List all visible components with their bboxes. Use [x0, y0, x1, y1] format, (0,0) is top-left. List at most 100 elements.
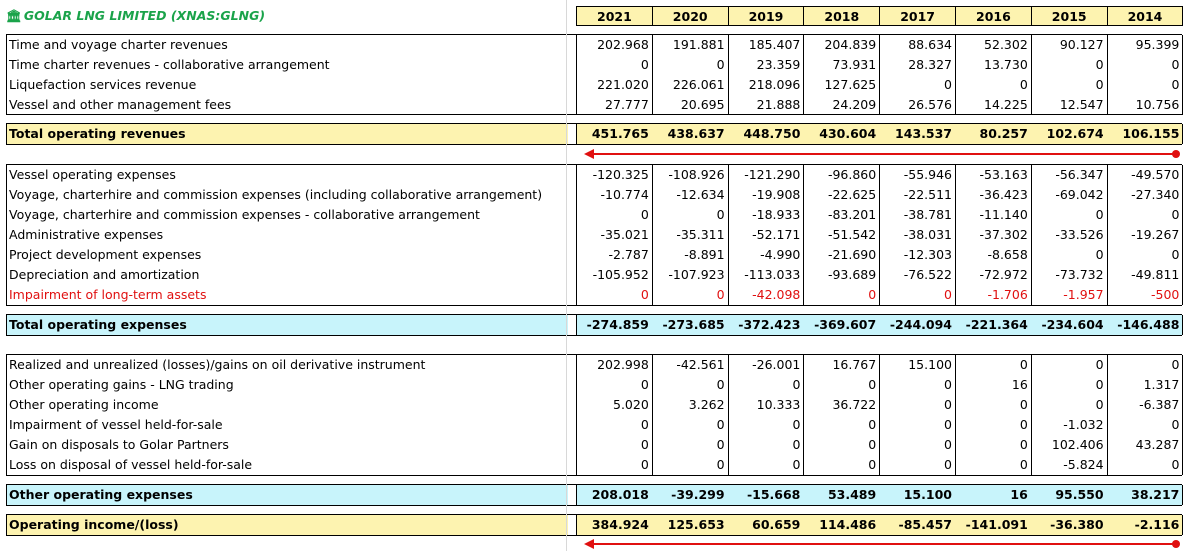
value-cell[interactable]: -2.116 [1106, 515, 1184, 535]
value-cell[interactable]: 114.486 [803, 515, 881, 535]
value-cell[interactable]: -234.604 [1030, 315, 1108, 335]
value-cell[interactable]: 20.695 [652, 95, 729, 115]
value-cell[interactable]: 0 [803, 375, 881, 395]
value-cell[interactable]: 15.100 [879, 485, 956, 505]
value-cell[interactable]: 5.020 [576, 395, 653, 415]
value-cell[interactable]: 0 [652, 55, 729, 75]
value-cell[interactable]: -36.380 [1030, 515, 1108, 535]
value-cell[interactable]: 204.839 [803, 35, 881, 55]
value-cell[interactable]: -15.668 [727, 485, 805, 505]
value-cell[interactable]: -96.860 [803, 165, 881, 185]
value-cell[interactable]: 0 [1031, 55, 1108, 75]
value-cell[interactable]: 451.765 [576, 124, 653, 144]
value-cell[interactable]: 226.061 [652, 75, 729, 95]
value-cell[interactable]: -6.387 [1107, 395, 1184, 415]
value-cell[interactable]: -52.171 [728, 225, 805, 245]
value-cell[interactable]: 0 [576, 285, 653, 305]
row-label[interactable]: Time and voyage charter revenues [6, 35, 568, 55]
row-label[interactable]: Realized and unrealized (losses)/gains o… [6, 355, 568, 375]
value-cell[interactable]: -69.042 [1031, 185, 1108, 205]
value-cell[interactable]: -85.457 [879, 515, 956, 535]
row-label[interactable]: Administrative expenses [6, 225, 568, 245]
value-cell[interactable]: -21.690 [803, 245, 881, 265]
value-cell[interactable]: -2.787 [576, 245, 653, 265]
value-cell[interactable]: -146.488 [1106, 315, 1184, 335]
value-cell[interactable]: 0 [955, 75, 1032, 95]
value-cell[interactable]: -141.091 [955, 515, 1032, 535]
value-cell[interactable]: 0 [803, 455, 881, 475]
value-cell[interactable]: 13.730 [955, 55, 1032, 75]
row-label[interactable]: Time charter revenues - collaborative ar… [6, 55, 568, 75]
row-label[interactable]: Project development expenses [6, 245, 568, 265]
value-cell[interactable]: 53.489 [803, 485, 881, 505]
row-label[interactable]: Depreciation and amortization [6, 265, 568, 285]
year-header[interactable]: 2014 [1106, 6, 1184, 26]
value-cell[interactable]: -369.607 [803, 315, 881, 335]
value-cell[interactable]: 0 [879, 75, 956, 95]
value-cell[interactable]: 0 [652, 415, 729, 435]
value-cell[interactable]: 3.262 [652, 395, 729, 415]
value-cell[interactable]: 0 [1107, 205, 1184, 225]
value-cell[interactable]: 0 [728, 375, 805, 395]
value-cell[interactable]: 0 [576, 55, 653, 75]
value-cell[interactable]: 438.637 [651, 124, 729, 144]
value-cell[interactable]: -22.625 [803, 185, 881, 205]
year-header[interactable]: 2016 [955, 6, 1032, 26]
value-cell[interactable]: 60.659 [727, 515, 805, 535]
value-cell[interactable]: 0 [1031, 355, 1108, 375]
value-cell[interactable]: 0 [1107, 245, 1184, 265]
value-cell[interactable]: 14.225 [955, 95, 1032, 115]
value-cell[interactable]: -76.522 [879, 265, 956, 285]
value-cell[interactable]: 80.257 [955, 124, 1032, 144]
value-cell[interactable]: -27.340 [1107, 185, 1184, 205]
value-cell[interactable]: -19.267 [1107, 225, 1184, 245]
value-cell[interactable]: -273.685 [651, 315, 729, 335]
value-cell[interactable]: 16 [955, 485, 1032, 505]
value-cell[interactable]: 12.547 [1031, 95, 1108, 115]
year-header[interactable]: 2017 [879, 6, 956, 26]
value-cell[interactable]: 10.756 [1107, 95, 1184, 115]
value-cell[interactable]: 125.653 [651, 515, 729, 535]
row-label[interactable]: Other operating income [6, 395, 568, 415]
value-cell[interactable]: 430.604 [803, 124, 881, 144]
value-cell[interactable]: 0 [955, 435, 1032, 455]
value-cell[interactable]: -49.570 [1107, 165, 1184, 185]
value-cell[interactable]: 143.537 [879, 124, 956, 144]
value-cell[interactable]: -38.781 [879, 205, 956, 225]
value-cell[interactable]: -38.031 [879, 225, 956, 245]
value-cell[interactable]: 16.767 [803, 355, 881, 375]
value-cell[interactable]: 0 [728, 435, 805, 455]
value-cell[interactable]: -35.311 [652, 225, 729, 245]
value-cell[interactable]: 0 [803, 415, 881, 435]
value-cell[interactable]: -8.658 [955, 245, 1032, 265]
year-header[interactable]: 2020 [651, 6, 729, 26]
value-cell[interactable]: -113.033 [728, 265, 805, 285]
row-label[interactable]: Other operating gains - LNG trading [6, 375, 568, 395]
value-cell[interactable]: -39.299 [651, 485, 729, 505]
value-cell[interactable]: -55.946 [879, 165, 956, 185]
value-cell[interactable]: 43.287 [1107, 435, 1184, 455]
value-cell[interactable]: -221.364 [955, 315, 1032, 335]
value-cell[interactable]: -1.032 [1031, 415, 1108, 435]
row-label[interactable]: Impairment of vessel held-for-sale [6, 415, 568, 435]
value-cell[interactable]: 0 [652, 375, 729, 395]
value-cell[interactable]: 95.550 [1030, 485, 1108, 505]
value-cell[interactable]: 0 [1107, 355, 1184, 375]
value-cell[interactable]: 16 [955, 375, 1032, 395]
row-label[interactable]: Vessel and other management fees [6, 95, 568, 115]
value-cell[interactable]: -19.908 [728, 185, 805, 205]
value-cell[interactable]: -12.634 [652, 185, 729, 205]
value-cell[interactable]: 0 [1031, 245, 1108, 265]
value-cell[interactable]: -72.972 [955, 265, 1032, 285]
value-cell[interactable]: 0 [576, 455, 653, 475]
value-cell[interactable]: -83.201 [803, 205, 881, 225]
value-cell[interactable]: 0 [652, 455, 729, 475]
value-cell[interactable]: 0 [652, 285, 729, 305]
row-label[interactable]: Liquefaction services revenue [6, 75, 568, 95]
value-cell[interactable]: 0 [1107, 455, 1184, 475]
row-label[interactable]: Gain on disposals to Golar Partners [6, 435, 568, 455]
value-cell[interactable]: -10.774 [576, 185, 653, 205]
value-cell[interactable]: 191.881 [652, 35, 729, 55]
value-cell[interactable]: 15.100 [879, 355, 956, 375]
value-cell[interactable]: 0 [576, 415, 653, 435]
